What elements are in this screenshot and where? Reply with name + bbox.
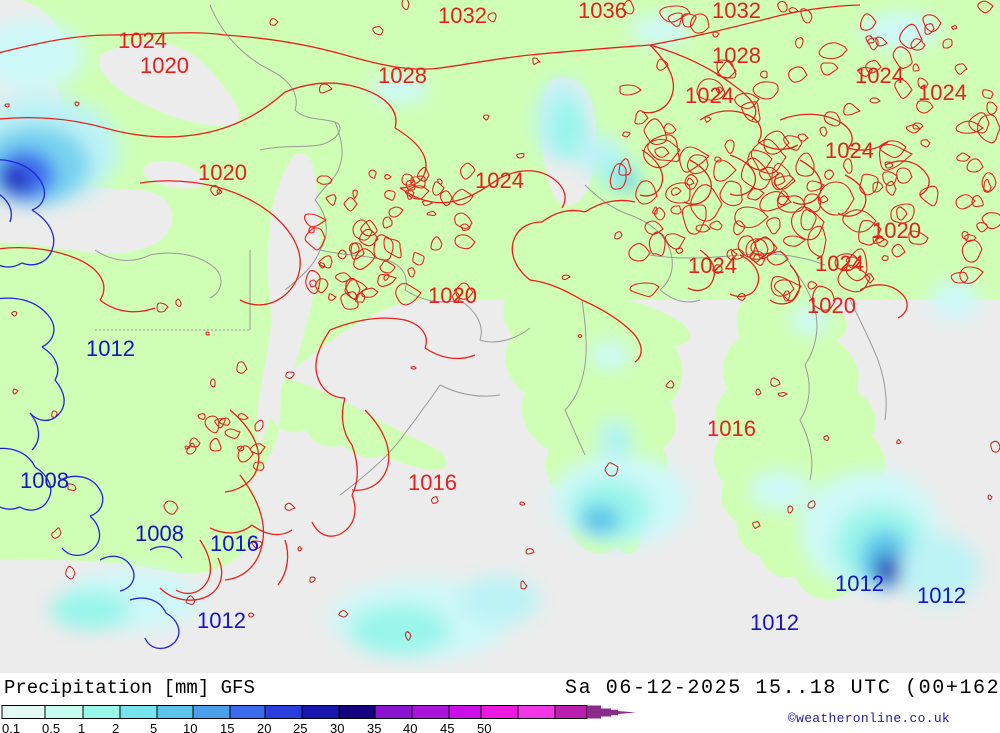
svg-text:1012: 1012 — [86, 336, 135, 361]
svg-text:1024: 1024 — [118, 28, 167, 53]
svg-text:1012: 1012 — [917, 583, 966, 608]
svg-text:1020: 1020 — [428, 283, 477, 308]
svg-text:1028: 1028 — [712, 43, 761, 68]
svg-text:1012: 1012 — [197, 608, 246, 633]
svg-text:1020: 1020 — [198, 160, 247, 185]
svg-text:1020: 1020 — [872, 218, 921, 243]
svg-text:1024: 1024 — [815, 251, 864, 276]
svg-text:1008: 1008 — [20, 468, 69, 493]
svg-text:1020: 1020 — [807, 293, 856, 318]
svg-text:1032: 1032 — [438, 3, 487, 28]
svg-text:1024: 1024 — [918, 80, 967, 105]
svg-text:1024: 1024 — [685, 83, 734, 108]
svg-text:1024: 1024 — [855, 63, 904, 88]
svg-text:1024: 1024 — [475, 168, 524, 193]
svg-text:1020: 1020 — [140, 53, 189, 78]
svg-text:1012: 1012 — [835, 571, 884, 596]
svg-text:1016: 1016 — [707, 416, 756, 441]
svg-text:1012: 1012 — [750, 610, 799, 635]
svg-text:1016: 1016 — [210, 531, 259, 556]
svg-text:1008: 1008 — [135, 521, 184, 546]
svg-text:1024: 1024 — [825, 138, 874, 163]
svg-text:1036: 1036 — [578, 0, 627, 23]
svg-text:1032: 1032 — [712, 0, 761, 23]
svg-text:1024: 1024 — [688, 253, 737, 278]
svg-text:1016: 1016 — [408, 470, 457, 495]
svg-text:1028: 1028 — [378, 63, 427, 88]
